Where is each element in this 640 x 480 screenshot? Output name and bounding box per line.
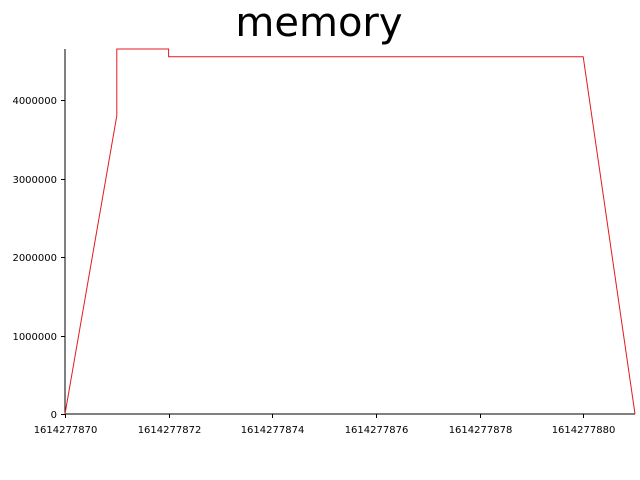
y-tick-label: 0 <box>51 410 57 421</box>
x-tick-label: 1614277876 <box>345 425 409 436</box>
x-tick-label: 1614277878 <box>449 425 513 436</box>
x-tick-label: 1614277872 <box>138 425 202 436</box>
x-tick-label: 1614277874 <box>241 425 305 436</box>
y-axis: 0 1000000 2000000 3000000 4000000 <box>12 49 66 421</box>
x-axis: 1614277870 1614277872 1614277874 1614277876… <box>34 413 635 436</box>
x-tick-label: 1614277880 <box>552 425 616 436</box>
y-tick-label: 4000000 <box>12 96 57 107</box>
y-tick-label: 1000000 <box>12 332 57 343</box>
y-tick-label: 2000000 <box>12 253 57 264</box>
memory-series-line <box>64 48 636 415</box>
plot-series <box>64 48 636 415</box>
chart-title: memory <box>235 0 402 46</box>
y-tick-label: 3000000 <box>12 175 57 186</box>
x-tick-label: 1614277870 <box>34 425 98 436</box>
